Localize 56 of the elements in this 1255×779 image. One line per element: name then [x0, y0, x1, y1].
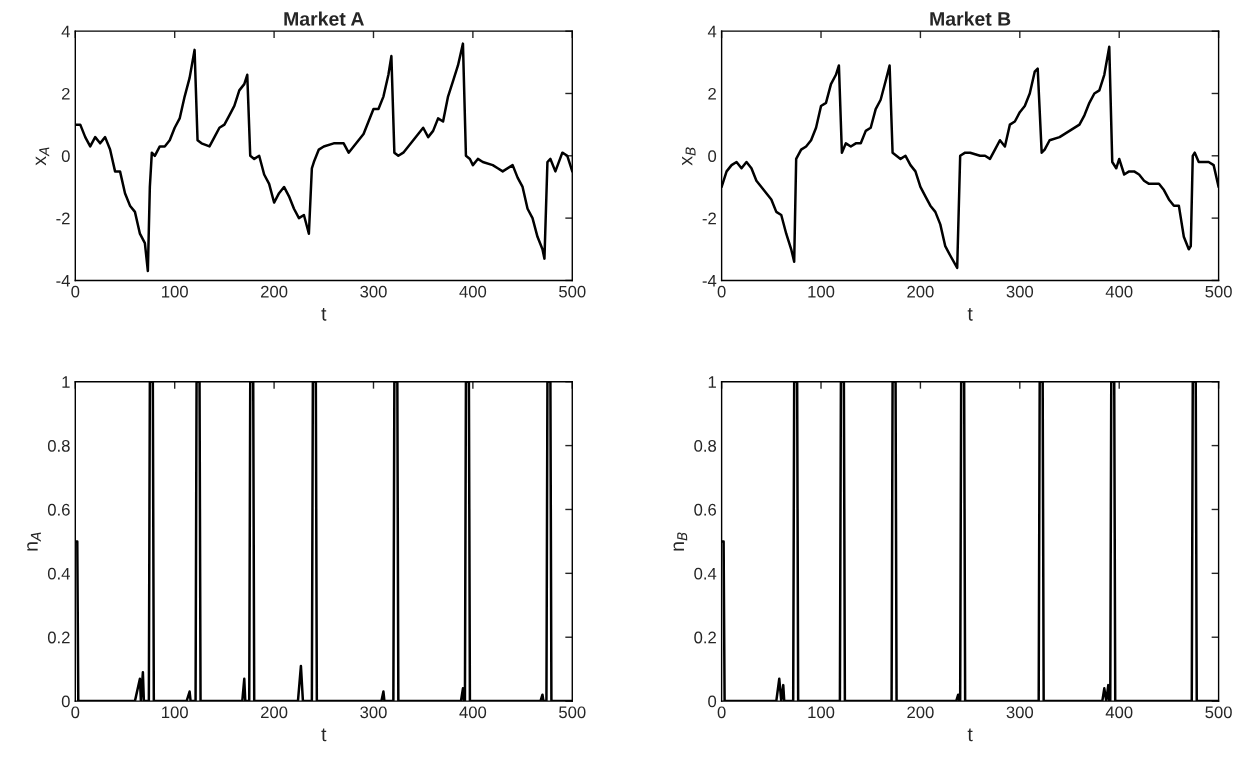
- y-tick-label: 0.6: [47, 503, 70, 516]
- x-axis-title: t: [967, 728, 973, 742]
- x-tick-label: 100: [808, 285, 835, 298]
- x-tick-label: 400: [459, 706, 487, 719]
- y-tick-label: 0: [61, 150, 70, 162]
- x-tick-label: 0: [71, 285, 80, 298]
- x-tick-label: 0: [71, 706, 80, 719]
- x-tick-label: 400: [459, 285, 487, 298]
- y-tick-label: 1: [62, 376, 70, 388]
- y-tick-label: 0.6: [694, 503, 717, 516]
- y-tick-label: -4: [56, 275, 70, 287]
- y-tick-label: 0.8: [47, 439, 70, 452]
- y-tick-label: 2: [62, 87, 70, 100]
- y-tick-label: 4: [707, 25, 717, 38]
- y-tick-label: 0: [708, 150, 717, 162]
- x-tick-label: 300: [1006, 706, 1034, 719]
- x-tick-label: 500: [559, 706, 586, 719]
- x-tick-label: 500: [559, 285, 586, 298]
- y-tick-label: 0.4: [694, 567, 717, 580]
- y-tick-label: 0.2: [47, 631, 70, 644]
- x-axis-title: t: [321, 728, 327, 742]
- x-tick-label: 100: [808, 706, 835, 719]
- x-tick-label: 300: [360, 706, 387, 719]
- y-axis-title: x$_{A}$: [35, 147, 50, 166]
- y-tick-label: 1: [708, 376, 716, 388]
- y-axis-title: n$_{B}$: [673, 532, 688, 551]
- x-tick-label: 100: [162, 285, 188, 298]
- x-tick-label: 100: [162, 706, 188, 719]
- x-tick-label: 0: [717, 285, 726, 298]
- x-tick-label: 0: [717, 706, 726, 719]
- y-tick-label: 0.2: [694, 631, 716, 644]
- y-tick-label: 4: [61, 25, 70, 38]
- y-tick-label: 0: [708, 695, 717, 708]
- x-tick-label: 400: [1105, 285, 1133, 298]
- x-tick-label: 200: [907, 285, 934, 298]
- x-tick-label: 200: [261, 285, 288, 298]
- y-tick-label: -4: [702, 275, 717, 287]
- chart-title: Market A: [284, 11, 364, 26]
- y-tick-label: -2: [702, 212, 716, 225]
- x-tick-label: 200: [261, 706, 288, 719]
- y-tick-label: 0: [61, 695, 70, 708]
- chart-title: Market B: [930, 11, 1011, 26]
- x-tick-label: 500: [1205, 285, 1232, 298]
- y-tick-label: -2: [56, 212, 70, 225]
- x-axis-title: t: [967, 307, 973, 321]
- x-tick-label: 300: [360, 285, 387, 298]
- x-tick-label: 500: [1205, 706, 1232, 719]
- x-tick-label: 200: [907, 706, 934, 719]
- y-tick-label: 0.8: [694, 439, 717, 452]
- y-tick-label: 2: [708, 87, 716, 100]
- y-axis-title: x$_{B}$: [682, 147, 696, 166]
- y-axis-title: n$_{A}$: [27, 532, 41, 551]
- x-tick-label: 400: [1105, 706, 1133, 719]
- x-tick-label: 300: [1006, 285, 1034, 298]
- x-axis-title: t: [321, 307, 327, 321]
- y-tick-label: 0.4: [47, 567, 70, 580]
